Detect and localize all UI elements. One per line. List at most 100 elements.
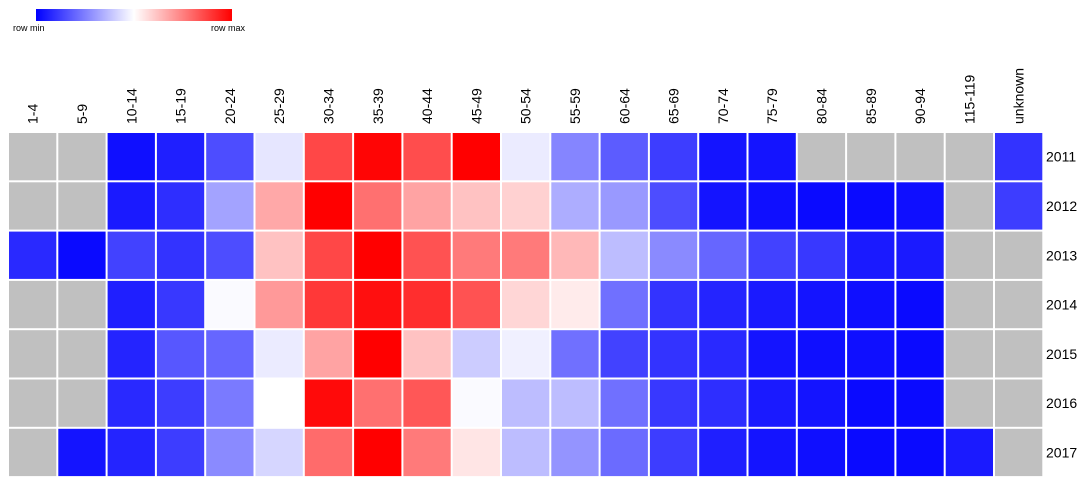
column-label: 80-84	[813, 88, 829, 124]
heatmap-cell	[255, 133, 303, 181]
column-label: 85-89	[863, 88, 879, 124]
heatmap-cell	[206, 280, 254, 329]
heatmap-cell	[699, 280, 747, 329]
heatmap-cell	[699, 379, 747, 427]
heatmap-cell	[206, 182, 254, 230]
heatmap-cell	[649, 280, 698, 329]
column-label: 35-39	[370, 88, 386, 124]
heatmap-cell	[354, 182, 402, 230]
heatmap-cell	[403, 379, 451, 427]
heatmap-cell	[107, 182, 155, 230]
heatmap-cell	[156, 379, 205, 427]
heatmap-cell	[945, 182, 993, 230]
heatmap-cell	[649, 379, 698, 427]
heatmap-cell	[896, 280, 944, 329]
heatmap-cell	[748, 428, 796, 477]
heatmap-cell	[9, 330, 57, 378]
heatmap-cell	[354, 280, 402, 329]
heatmap-cell	[403, 133, 451, 181]
row-label: 2012	[1046, 198, 1077, 214]
heatmap-cell	[107, 330, 155, 378]
heatmap-cell	[649, 133, 698, 181]
heatmap-cell	[797, 231, 846, 279]
heatmap-cell	[797, 379, 846, 427]
row-label: 2014	[1046, 297, 1077, 313]
heatmap-cell	[748, 182, 796, 230]
row-label: 2013	[1046, 247, 1077, 263]
heatmap-cell	[551, 330, 599, 378]
heatmap-cell	[304, 231, 353, 279]
heatmap-cell	[847, 182, 895, 230]
heatmap-cell	[107, 379, 155, 427]
heatmap-cell	[847, 330, 895, 378]
heatmap-cell	[403, 182, 451, 230]
heatmap-cell	[945, 280, 993, 329]
heatmap-cell	[649, 231, 698, 279]
heatmap-cell	[699, 330, 747, 378]
heatmap-cell	[9, 428, 57, 477]
legend-min-label: row min	[13, 23, 45, 33]
heatmap-cell	[748, 133, 796, 181]
heatmap-cell	[9, 133, 57, 181]
heatmap-cell	[502, 231, 550, 279]
heatmap-cell	[255, 379, 303, 427]
heatmap-cell	[502, 182, 550, 230]
heatmap-cell	[649, 182, 698, 230]
heatmap-cell	[452, 330, 500, 378]
heatmap-cell	[354, 231, 402, 279]
heatmap-cell	[551, 133, 599, 181]
heatmap-cell	[797, 330, 846, 378]
heatmap-cell	[58, 379, 106, 427]
heatmap-cell	[9, 280, 57, 329]
heatmap-cell	[107, 280, 155, 329]
heatmap-cell	[9, 182, 57, 230]
heatmap-cell	[600, 133, 648, 181]
heatmap-cell	[452, 133, 500, 181]
heatmap-cell	[945, 428, 993, 477]
heatmap-cell	[255, 330, 303, 378]
heatmap-cell	[847, 231, 895, 279]
column-label: 45-49	[468, 88, 484, 124]
row-label: 2015	[1046, 346, 1077, 362]
heatmap-cell	[156, 280, 205, 329]
column-label: 25-29	[271, 88, 287, 124]
column-label: unknown	[1011, 68, 1027, 124]
heatmap-cell	[58, 330, 106, 378]
heatmap-cell	[9, 231, 57, 279]
heatmap-cell	[945, 379, 993, 427]
heatmap-cell	[551, 182, 599, 230]
heatmap-cell	[649, 330, 698, 378]
heatmap-cell	[896, 330, 944, 378]
column-label: 60-64	[616, 88, 632, 124]
heatmap-cell	[896, 428, 944, 477]
column-label: 115-119	[961, 74, 977, 124]
heatmap-cell	[255, 231, 303, 279]
heatmap-cell	[156, 330, 205, 378]
heatmap-cell	[995, 330, 1043, 378]
heatmap-cell	[945, 133, 993, 181]
heatmap-cell	[156, 231, 205, 279]
row-label: 2017	[1046, 444, 1077, 460]
heatmap-cell	[156, 133, 205, 181]
heatmap-cell	[896, 379, 944, 427]
heatmap-cell	[600, 330, 648, 378]
heatmap-cell	[255, 280, 303, 329]
legend-max-label: row max	[211, 23, 246, 33]
heatmap-cell	[995, 428, 1043, 477]
heatmap-cell	[255, 182, 303, 230]
heatmap-cell	[354, 133, 402, 181]
heatmap-cell	[847, 428, 895, 477]
heatmap-cell	[551, 428, 599, 477]
heatmap-cell	[699, 182, 747, 230]
column-label: 5-9	[74, 104, 90, 124]
heatmap-cell	[107, 428, 155, 477]
heatmap-cell	[304, 330, 353, 378]
heatmap-cell	[748, 379, 796, 427]
heatmap-cell	[9, 379, 57, 427]
heatmap-cell	[206, 330, 254, 378]
heatmap-cell	[502, 379, 550, 427]
heatmap-cell	[797, 133, 846, 181]
heatmap-cell	[206, 133, 254, 181]
heatmap-cell	[797, 182, 846, 230]
